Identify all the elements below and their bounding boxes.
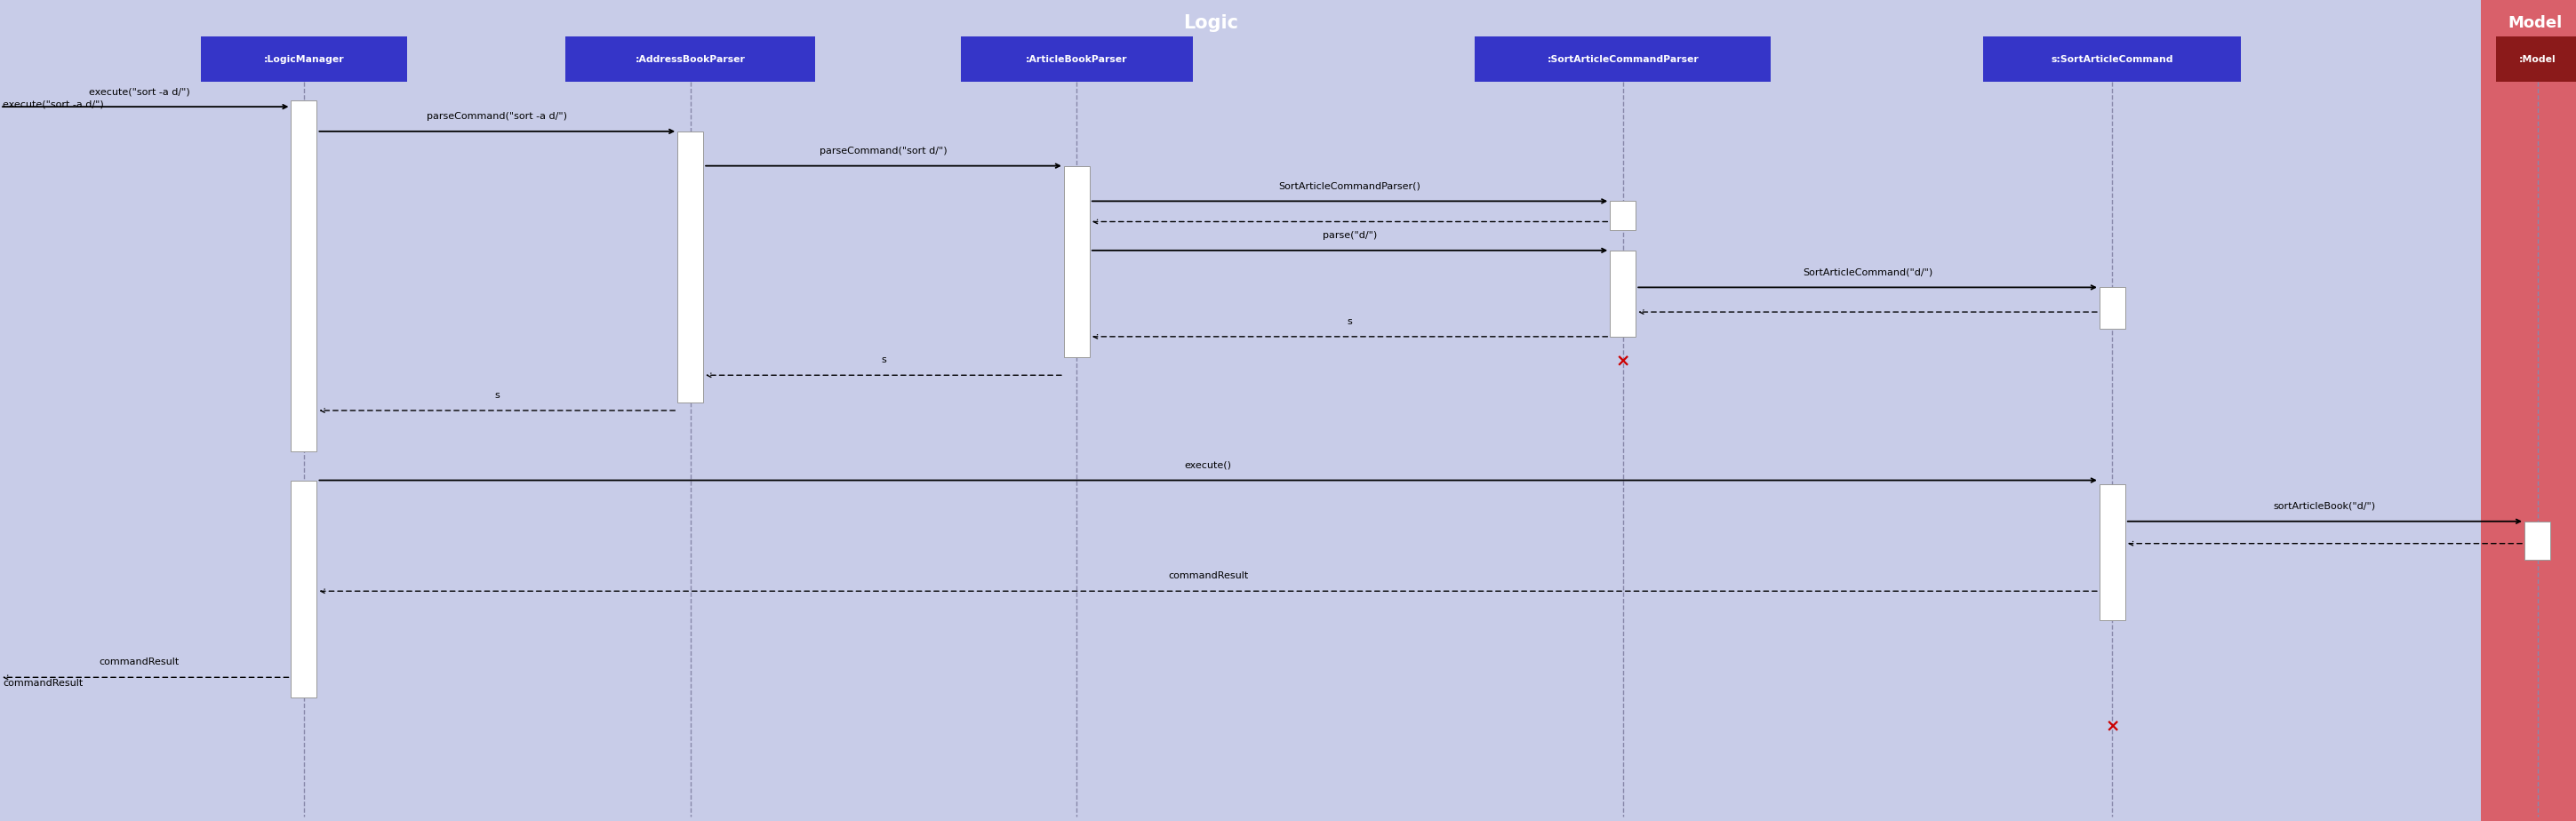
Text: execute("sort -a d/"): execute("sort -a d/"): [3, 100, 103, 108]
Bar: [2481, 0, 2576, 821]
Text: commandResult: commandResult: [1167, 571, 1249, 580]
Bar: [1473, 36, 1772, 81]
Text: SortArticleCommandParser(): SortArticleCommandParser(): [1278, 181, 1422, 190]
Text: :Model: :Model: [2519, 55, 2555, 63]
Text: Model: Model: [2506, 15, 2563, 31]
Bar: [1064, 166, 1090, 357]
Text: :SortArticleCommandParser: :SortArticleCommandParser: [1548, 55, 1698, 63]
Text: ×: ×: [2105, 718, 2120, 735]
Text: parseCommand("sort d/"): parseCommand("sort d/"): [819, 146, 948, 155]
Bar: [1984, 36, 2241, 81]
Bar: [961, 36, 1193, 81]
Text: ×: ×: [1615, 353, 1631, 369]
Text: :AddressBookParser: :AddressBookParser: [636, 55, 744, 63]
Text: s: s: [881, 355, 886, 365]
Text: :ArticleBookParser: :ArticleBookParser: [1025, 55, 1128, 63]
Text: parseCommand("sort -a d/"): parseCommand("sort -a d/"): [428, 112, 567, 121]
Text: s: s: [1347, 317, 1352, 326]
Bar: [2099, 287, 2125, 328]
Text: commandResult: commandResult: [3, 679, 82, 687]
Text: :LogicManager: :LogicManager: [263, 55, 345, 63]
Text: SortArticleCommand("d/"): SortArticleCommand("d/"): [1803, 268, 1932, 277]
Bar: [1610, 201, 1636, 230]
Bar: [1610, 250, 1636, 337]
Bar: [201, 36, 407, 81]
Bar: [567, 36, 817, 81]
Bar: [291, 480, 317, 698]
Bar: [2524, 521, 2550, 560]
Text: commandResult: commandResult: [98, 658, 180, 667]
Text: Logic: Logic: [1182, 14, 1239, 32]
Text: execute(): execute(): [1185, 461, 1231, 470]
Text: parse("d/"): parse("d/"): [1321, 231, 1378, 240]
Bar: [291, 100, 317, 452]
Bar: [2496, 36, 2576, 81]
Bar: [2099, 484, 2125, 620]
Text: s: s: [495, 391, 500, 400]
Text: sortArticleBook("d/"): sortArticleBook("d/"): [2275, 502, 2375, 511]
Bar: [677, 131, 703, 402]
Text: s:SortArticleCommand: s:SortArticleCommand: [2050, 55, 2174, 63]
Text: execute("sort -a d/"): execute("sort -a d/"): [88, 87, 191, 96]
